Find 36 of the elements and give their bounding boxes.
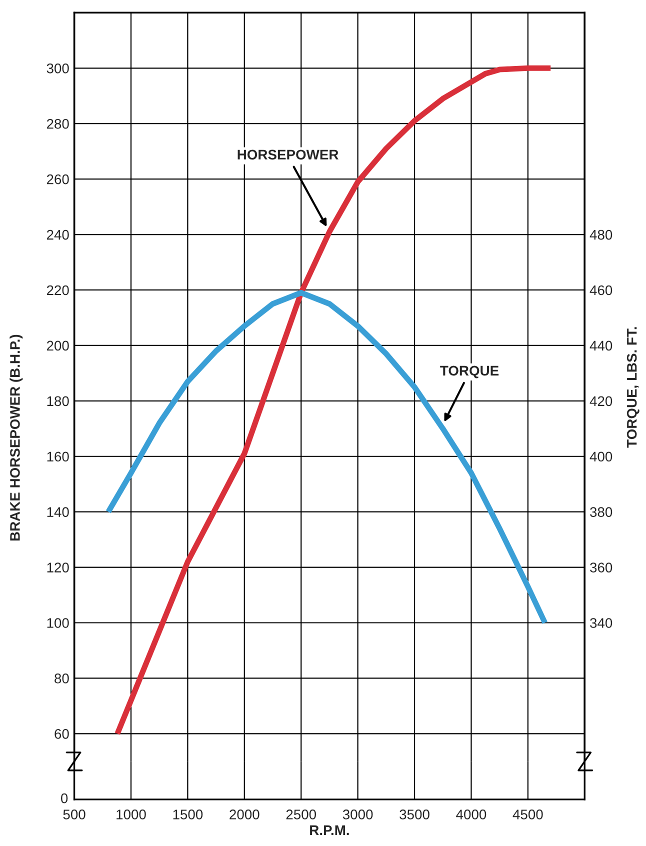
x-tick-label: 4000 [456,810,486,820]
y2-tick-label: 440 [590,340,612,351]
x-tick-label: 2000 [230,810,260,820]
y-axis-title: BRAKE HORSEPOWER (B.H.P.) [10,334,23,541]
y-tick-label: 120 [47,562,69,572]
y-tick-label: 260 [46,174,69,184]
y2-tick-label: 360 [590,562,612,572]
y-tick-label: 160 [47,452,69,462]
x-tick-label: 500 [63,810,86,820]
series-label: TORQUE [440,366,499,378]
y2-tick-label: 400 [590,452,612,462]
y-tick-label: 300 [46,63,69,74]
y2-tick-label: 420 [590,396,612,406]
y2-tick-label: 340 [590,618,612,628]
text: HORSEPOWER [238,150,338,160]
x-tick-label: 3500 [400,810,430,820]
y-tick-label: 100 [47,618,69,628]
y-tick-label: 60 [54,729,69,739]
y2-axis-title: TORQUE, LBS. FT. [626,327,640,448]
x-tick-label: 1500 [173,810,203,820]
y2-tick-label: 380 [590,507,612,517]
y-tick-label: 180 [47,396,69,406]
x-tick-label: 4500 [512,810,543,820]
y-tick-label: 240 [46,230,69,240]
y-tick-label: 80 [54,674,69,684]
y2-tick-label: 480 [590,230,612,240]
x-axis-title: R.P.M. [310,825,349,835]
y2-tick-label: 460 [590,285,612,296]
x-tick-label: 2500 [286,810,316,820]
y-tick-label: 280 [46,118,69,129]
x-tick-label: 3000 [342,810,373,820]
y-tick-label: 200 [46,340,69,351]
text: 0 [60,793,68,804]
y-tick-label: 140 [47,507,69,517]
x-tick-label: 1000 [116,810,146,820]
y-tick-label: 220 [46,285,69,296]
